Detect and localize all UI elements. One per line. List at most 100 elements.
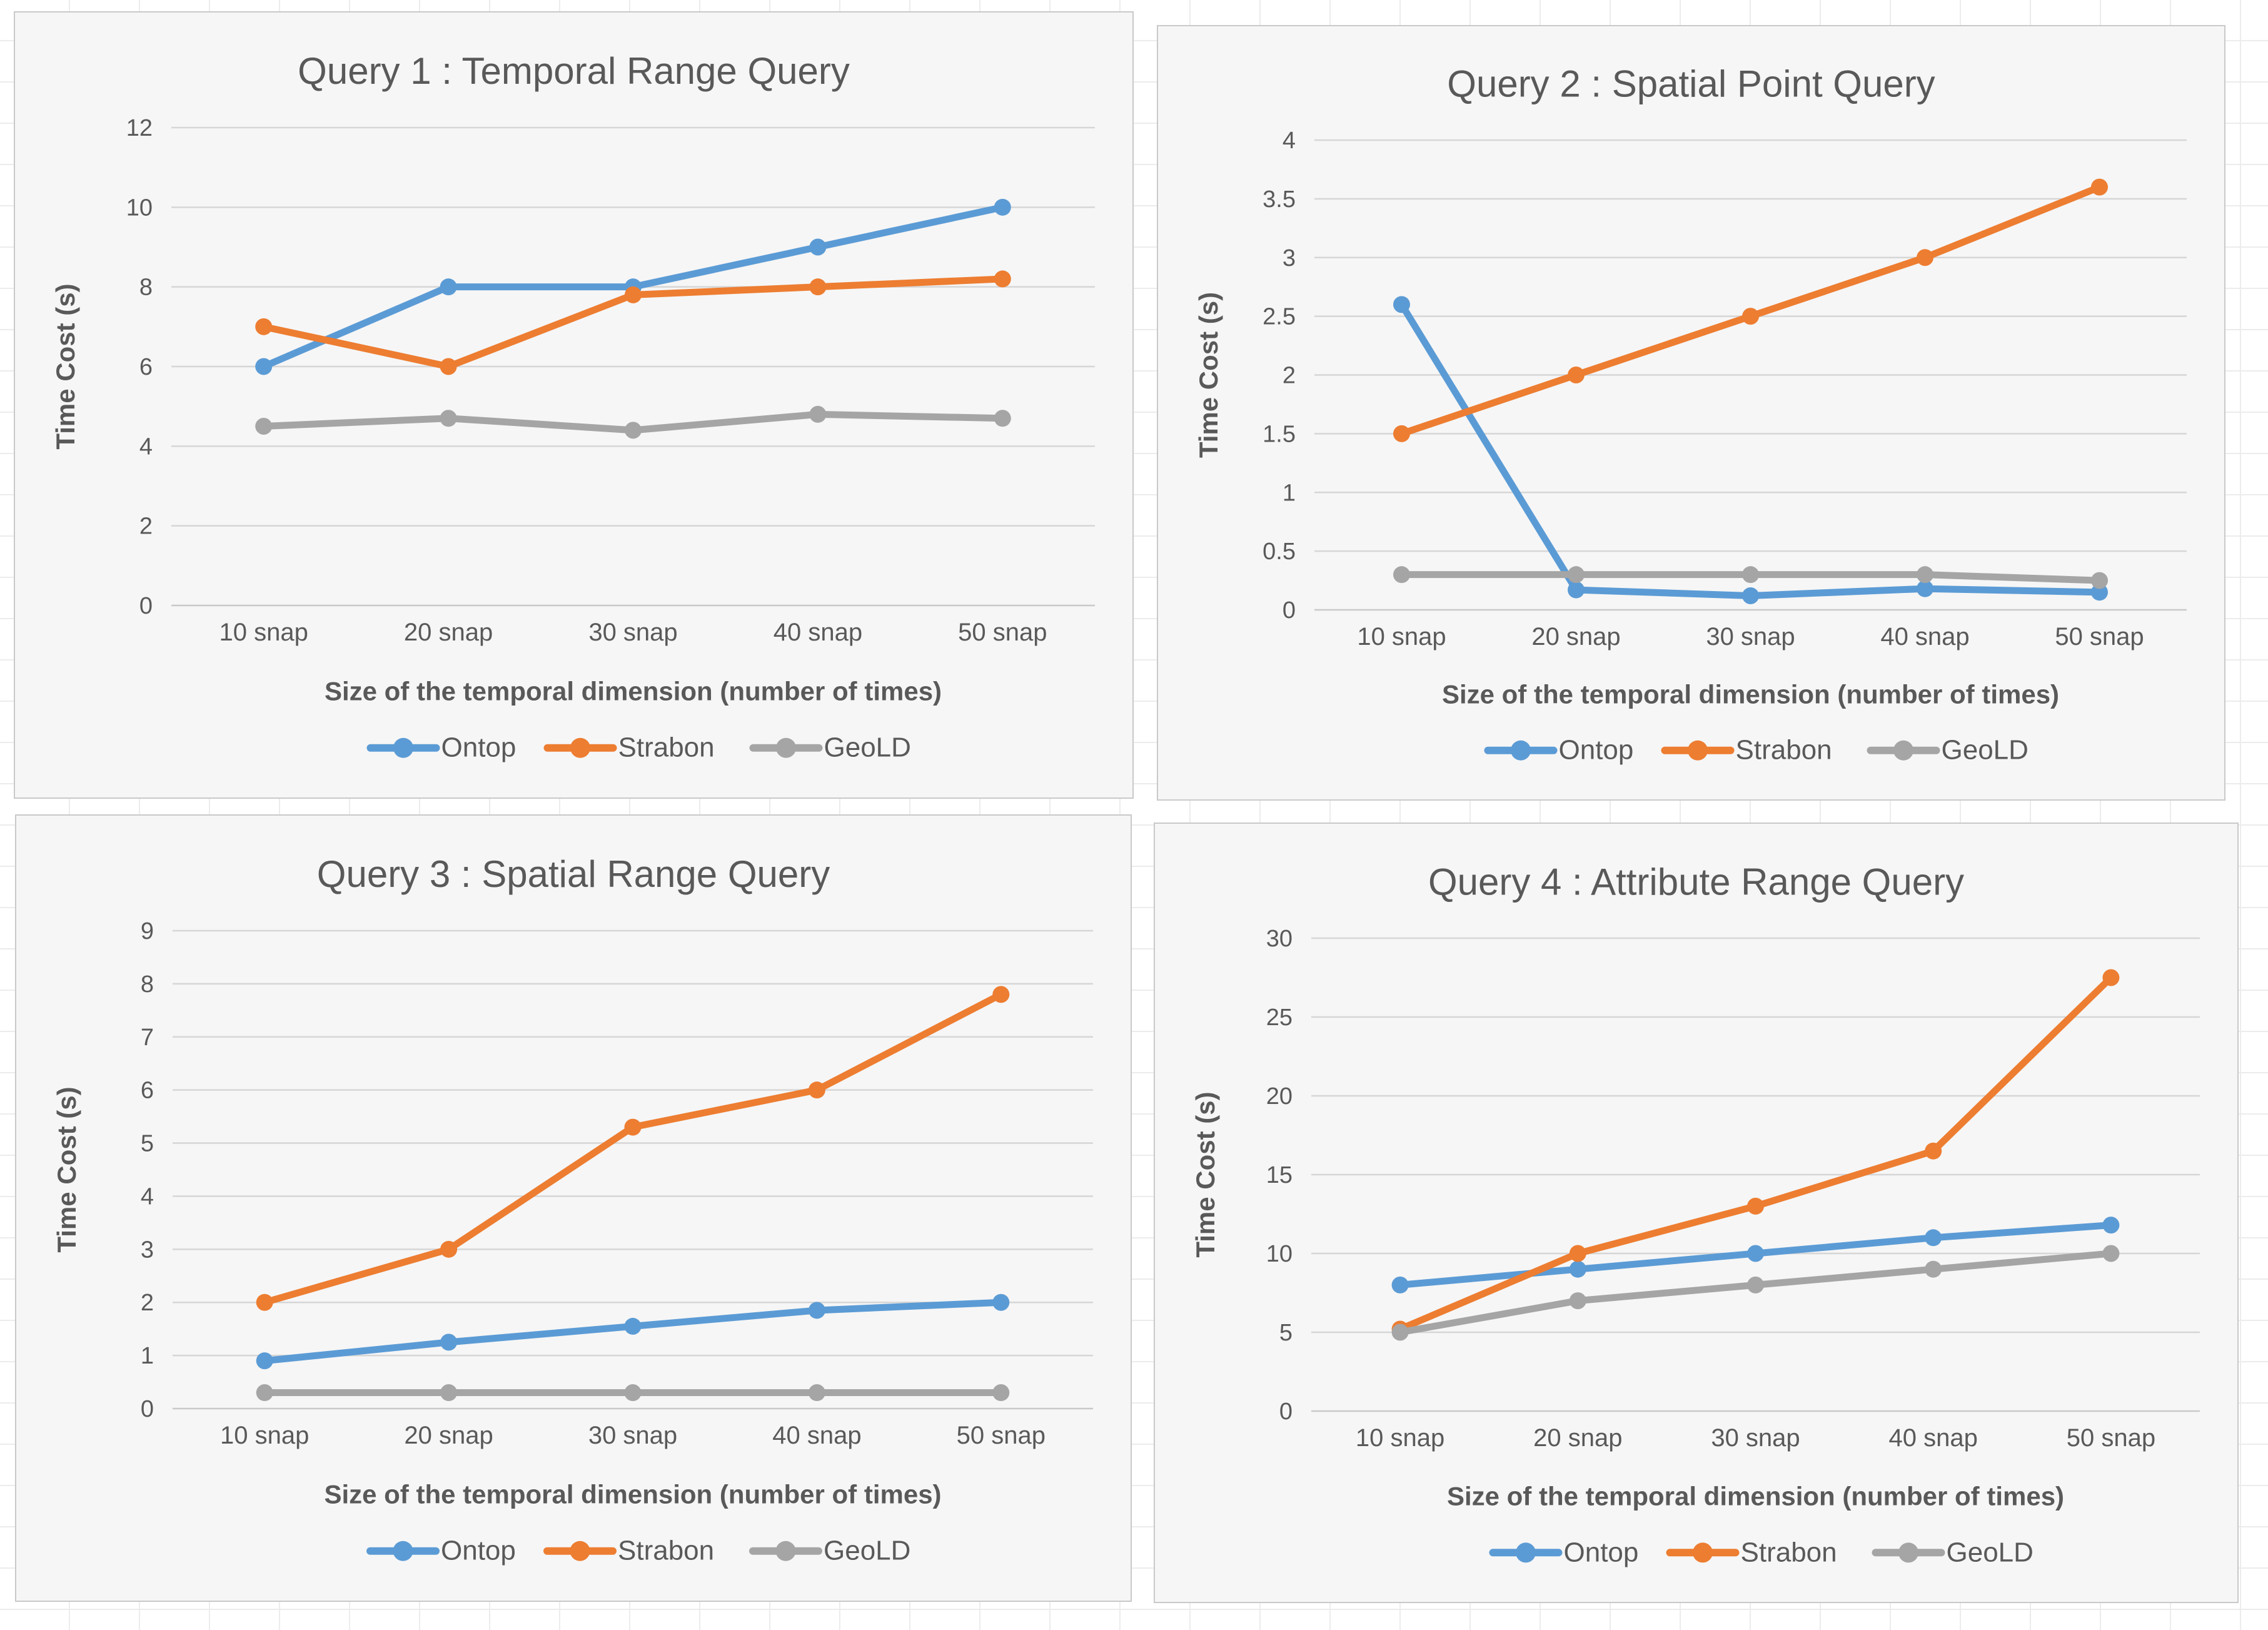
y-tick-label: 9 — [141, 918, 154, 944]
y-axis-title: Time Cost (s) — [1194, 292, 1223, 458]
series-marker-geold — [994, 410, 1011, 427]
x-category-label: 50 snap — [2055, 623, 2144, 650]
chart-3-panel[interactable]: Query 3 : Spatial Range Query 0 1 2 3 4 5 6 7 8 9 1… — [15, 814, 1132, 1602]
series-marker-geold — [1742, 566, 1759, 584]
legend-item-label: Ontop — [1564, 1537, 1639, 1567]
x-category-label: 50 snap — [957, 1422, 1046, 1449]
y-tick-label: 15 — [1266, 1162, 1293, 1188]
series-marker-geold — [1391, 1324, 1409, 1341]
series-marker-geold — [1925, 1260, 1942, 1278]
legend-marker-geold-icon — [1898, 1542, 1918, 1563]
legend-marker-ontop-icon — [393, 1541, 413, 1561]
series-marker-ontop — [994, 198, 1011, 216]
y-tick-label: 6 — [141, 1078, 154, 1104]
series-marker-ontop — [1742, 587, 1759, 604]
x-category-label: 40 snap — [772, 1422, 861, 1449]
series-marker-ontop — [624, 1317, 642, 1335]
series-marker-ontop — [1917, 580, 1933, 597]
series-marker-strabon — [625, 286, 642, 303]
series-marker-geold — [1917, 566, 1933, 584]
series-marker-strabon — [624, 1118, 642, 1136]
series-marker-strabon — [994, 270, 1011, 288]
y-tick-label: 30 — [1266, 926, 1293, 952]
legend-marker-strabon-icon — [570, 1541, 590, 1561]
x-category-label: 30 snap — [588, 1422, 677, 1449]
series-marker-strabon — [2091, 178, 2108, 196]
series-marker-strabon — [255, 318, 273, 335]
chart-title: Query 4 : Attribute Range Query — [1428, 861, 1964, 903]
series-marker-geold — [624, 1384, 642, 1402]
y-tick-label: 3 — [1283, 245, 1296, 271]
chart-title: Query 1 : Temporal Range Query — [298, 50, 850, 92]
y-tick-label: 2 — [141, 1290, 154, 1316]
x-category-label: 30 snap — [1711, 1424, 1800, 1452]
y-tick-label: 4 — [141, 1183, 154, 1210]
x-category-label: 30 snap — [588, 619, 677, 646]
x-category-label: 40 snap — [1880, 623, 1969, 650]
y-axis-title: Time Cost (s) — [1191, 1091, 1220, 1257]
legend-marker-ontop-icon — [1516, 1542, 1536, 1563]
series-marker-geold — [1569, 1292, 1586, 1310]
x-axis-title: Size of the temporal dimension (number o… — [1442, 680, 2059, 709]
x-category-label: 50 snap — [2067, 1424, 2155, 1452]
series-marker-strabon — [2102, 969, 2120, 986]
chart-title: Query 3 : Spatial Range Query — [317, 853, 830, 895]
legend-item-label: Ontop — [441, 1536, 516, 1566]
series-marker-strabon — [440, 358, 457, 375]
series-marker-geold — [2102, 1245, 2120, 1262]
legend-item-label: Ontop — [441, 732, 517, 763]
series-marker-ontop — [808, 1302, 825, 1319]
y-tick-label: 10 — [126, 195, 153, 221]
series-marker-ontop — [1393, 296, 1410, 313]
series-marker-ontop — [809, 238, 827, 256]
y-axis-title: Time Cost (s) — [52, 1086, 81, 1252]
series-marker-geold — [255, 418, 273, 435]
series-marker-ontop — [440, 1334, 458, 1351]
x-category-label: 40 snap — [1889, 1424, 1978, 1452]
series-marker-geold — [1747, 1276, 1764, 1293]
series-marker-geold — [2091, 572, 2108, 589]
x-axis-title: Size of the temporal dimension (number o… — [325, 676, 942, 706]
y-tick-label: 3.5 — [1263, 186, 1296, 213]
series-marker-geold — [625, 422, 642, 439]
y-tick-label: 1 — [1283, 480, 1296, 506]
series-marker-ontop — [1925, 1229, 1942, 1247]
y-tick-label: 1 — [141, 1343, 154, 1369]
y-tick-label: 4 — [1283, 128, 1296, 154]
x-category-label: 20 snap — [1533, 1424, 1622, 1452]
series-marker-strabon — [1925, 1142, 1942, 1160]
series-marker-strabon — [809, 278, 827, 296]
x-category-label: 10 snap — [1356, 1424, 1444, 1452]
y-tick-label: 12 — [126, 115, 153, 141]
x-category-label: 10 snap — [220, 1422, 309, 1449]
series-marker-geold — [1393, 566, 1410, 584]
legend-item-label: Strabon — [618, 732, 715, 763]
series-marker-ontop — [1568, 581, 1585, 599]
y-tick-label: 0 — [1279, 1399, 1293, 1425]
chart-canvas: Query 2 : Spatial Point Query 0 0.5 1 1.5 2 2.… — [1194, 63, 2187, 766]
series-marker-geold — [992, 1384, 1010, 1402]
chart-2-panel[interactable]: Query 2 : Spatial Point Query 0 0.5 1 1.5 2 2.… — [1157, 25, 2225, 801]
series-marker-geold — [1568, 566, 1585, 584]
chart-1-panel[interactable]: Query 1 : Temporal Range Query 0 2 4 6 8 10 12 1… — [14, 11, 1134, 799]
series-marker-strabon — [1742, 308, 1759, 325]
series-marker-geold — [440, 410, 457, 427]
y-tick-label: 6 — [139, 354, 153, 380]
x-category-label: 30 snap — [1706, 623, 1795, 650]
y-axis-title: Time Cost (s) — [51, 283, 80, 449]
y-tick-label: 2 — [139, 514, 153, 540]
y-tick-label: 0 — [141, 1396, 154, 1422]
series-marker-ontop — [2102, 1217, 2120, 1234]
chart-4-panel[interactable]: Query 4 : Attribute Range Query 0 5 10 15 20 2… — [1154, 823, 2239, 1603]
legend-marker-geold-icon — [775, 1541, 796, 1561]
legend-item-label: GeoLD — [824, 1536, 910, 1566]
series-marker-strabon — [1917, 249, 1933, 266]
series-marker-strabon — [992, 986, 1010, 1003]
series-marker-strabon — [1747, 1197, 1764, 1215]
series-marker-strabon — [808, 1081, 825, 1099]
y-tick-label: 0 — [1283, 597, 1296, 624]
legend-item-label: GeoLD — [1942, 735, 2029, 766]
legend-item-label: GeoLD — [1947, 1537, 2034, 1567]
y-tick-label: 5 — [141, 1131, 154, 1157]
